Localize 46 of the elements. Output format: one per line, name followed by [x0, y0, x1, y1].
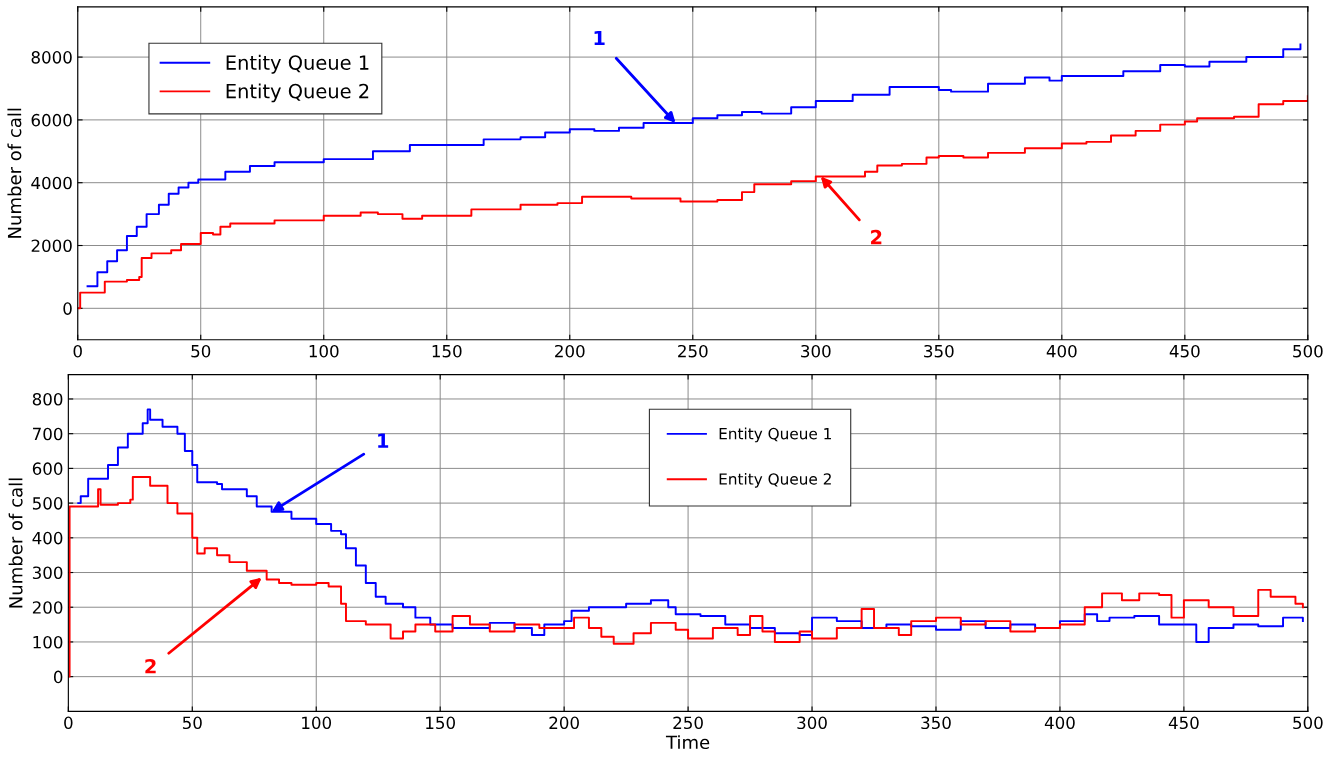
x-tick-label: 150 — [426, 716, 455, 730]
y-tick-label: 4000 — [31, 176, 72, 190]
x-tick-label: 200 — [555, 344, 585, 358]
annotation: 2 — [871, 229, 882, 245]
y-tick-label: 100 — [33, 635, 63, 649]
annotation: 1 — [594, 30, 605, 46]
y-axis-title: Number of call — [8, 478, 23, 608]
x-tick-label: 150 — [432, 344, 462, 358]
y-tick-label: 600 — [32, 462, 63, 475]
y-tick-label: 700 — [33, 427, 63, 441]
y-tick-label: 8000 — [31, 51, 72, 64]
x-tick-label: 350 — [924, 344, 954, 358]
x-tick-label: 350 — [921, 716, 951, 730]
x-tick-label: 200 — [549, 716, 579, 730]
x-tick-label: 250 — [673, 716, 703, 730]
y-tick-label: 500 — [32, 497, 63, 510]
x-tick-label: 450 — [1169, 344, 1200, 358]
y-tick-label: 800 — [32, 392, 63, 406]
x-tick-label: 100 — [309, 344, 339, 358]
y-tick-label: 0 — [53, 670, 63, 684]
x-tick-label: 50 — [191, 344, 211, 358]
x-tick-label: 450 — [1168, 716, 1199, 730]
y-tick-label: 300 — [32, 566, 63, 580]
x-axis-title: Time — [665, 735, 710, 750]
x-tick-label: 100 — [302, 716, 332, 730]
annotation: 1 — [378, 433, 389, 448]
x-tick-label: 400 — [1044, 716, 1075, 730]
legend-label: Entity Queue 1 — [719, 427, 831, 443]
y-axis-title: Number of call — [7, 108, 22, 238]
y-tick-label: 2000 — [31, 239, 72, 253]
x-tick-label: 500 — [1293, 344, 1323, 358]
y-tick-label: 6000 — [31, 113, 72, 127]
x-tick-label: 300 — [801, 344, 831, 358]
y-tick-label: 0 — [63, 302, 72, 315]
x-tick-label: 250 — [678, 344, 708, 358]
legend-label: Entity Queue 1 — [226, 54, 369, 74]
legend-label: Entity Queue 2 — [226, 83, 369, 103]
annotation: 2 — [145, 658, 156, 674]
x-tick-label: 500 — [1293, 716, 1323, 730]
legend-label: Entity Queue 2 — [719, 472, 831, 488]
y-tick-label: 200 — [32, 601, 63, 614]
x-tick-label: 300 — [797, 716, 827, 730]
y-tick-label: 400 — [32, 531, 63, 545]
x-tick-label: 50 — [182, 716, 202, 730]
x-tick-label: 0 — [73, 344, 82, 358]
x-tick-label: 400 — [1046, 344, 1077, 358]
